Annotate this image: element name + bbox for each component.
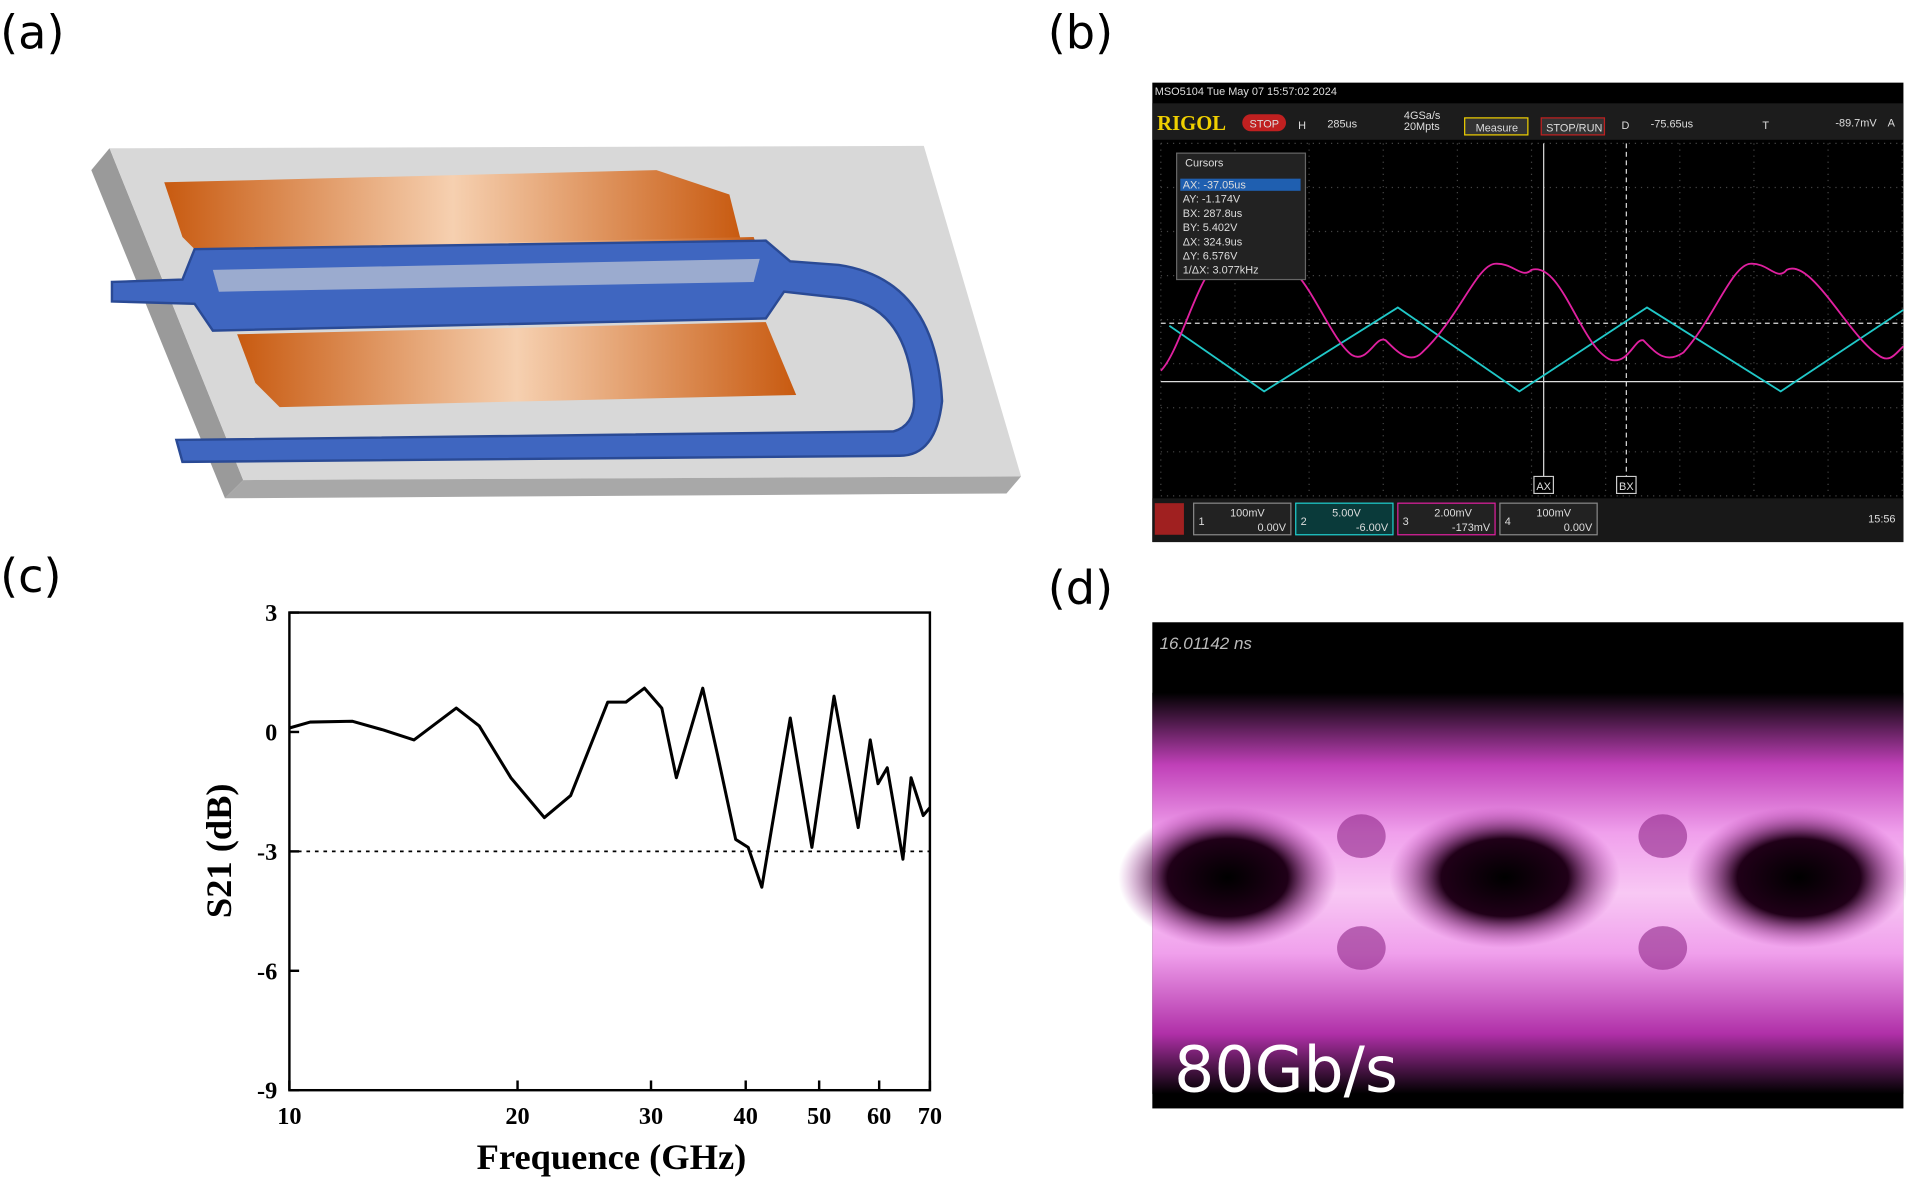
delay: -75.65us (1651, 119, 1694, 131)
eye-diagram: 16.01142 ns 80Gb/s (1118, 622, 1906, 1109)
decoration (1533, 475, 1555, 495)
data-line (288, 686, 932, 889)
panel-label: (b) (1048, 6, 1113, 60)
decoration (110, 239, 944, 464)
decoration: AX: -37.05us AY: -1.174V BX: 287.8us BY: 5.… (1183, 179, 1259, 276)
oscilloscope: MSO5104 Tue May 07 15:57:02 2024 RIGOL S… (1152, 82, 1905, 543)
decoration (1152, 82, 1904, 543)
channel-box (1499, 502, 1598, 536)
cursor-reading: BY: 5.402V (1183, 222, 1238, 234)
rate-label: 80Gb/s (1174, 1032, 1398, 1106)
decoration (1337, 814, 1386, 859)
measure-button: Measure (1476, 122, 1519, 134)
decoration (1687, 807, 1906, 948)
channel-number: 4 (1505, 516, 1511, 528)
y-tick-label: 0 (265, 719, 277, 746)
channel-number: 3 (1403, 516, 1409, 528)
clock: 15:56 (1868, 514, 1895, 526)
timebase: 285us (1327, 119, 1357, 131)
x-tick-label: 60 (867, 1103, 891, 1130)
x-tick-label: 20 (505, 1103, 529, 1130)
panel-label: (a) (0, 6, 64, 60)
x-axis-label: Frequence (GHz) (477, 1137, 747, 1177)
decoration (1154, 503, 1184, 535)
x-tick-label: 70 (918, 1103, 942, 1130)
decoration (1540, 117, 1606, 136)
decoration (1464, 117, 1529, 136)
decoration (1176, 152, 1307, 281)
decoration (164, 170, 742, 262)
y-axis-label: S21 (dB) (199, 783, 239, 918)
decoration (212, 258, 760, 292)
s21-chart: Frequence (GHz) S21 (dB) 30-3-6-910 20 30 4… (199, 600, 942, 1177)
channel-box (1397, 502, 1496, 536)
y-tick-label: 3 (265, 600, 277, 627)
device-drawing (91, 145, 1022, 499)
y-tick-label: -3 (257, 839, 277, 866)
cursor-a: AX (1536, 481, 1551, 493)
trigger-source: A (1888, 117, 1896, 129)
decoration (91, 148, 244, 499)
channel-scale: 2.00mV (1434, 508, 1472, 520)
panel-label: (d) (1048, 561, 1113, 615)
cursor-reading: BX: 287.8us (1183, 208, 1243, 220)
decoration (1242, 114, 1287, 132)
scope-grid (1160, 142, 1904, 497)
brand: RIGOL (1157, 113, 1226, 135)
cursor-reading: ΔX: 324.9us (1183, 236, 1243, 248)
decoration (1389, 807, 1621, 948)
decoration (1180, 178, 1301, 191)
timebase-label: H (1298, 120, 1306, 132)
decoration: 1 100mV 0.00V 2 5.00V -6.00V 3 2.00mV -173mV 4 100… (1193, 502, 1598, 536)
cursor-reading: 1/ΔX: 3.077kHz (1183, 265, 1259, 277)
status: STOP (1250, 119, 1280, 131)
waveform (1168, 306, 1904, 393)
decoration (237, 322, 797, 408)
channel-offset: -173mV (1452, 522, 1491, 534)
x-tick-label: 30 (639, 1103, 663, 1130)
x-tick-label: 40 (734, 1103, 758, 1130)
channel-offset: 0.00V (1564, 522, 1593, 534)
decoration (1118, 807, 1338, 948)
memory: 20Mpts (1404, 121, 1440, 133)
delay-label: D (1621, 120, 1629, 132)
x-tick-label: 50 (807, 1103, 831, 1130)
cursor-reading: AX: -37.05us (1183, 179, 1247, 191)
stop-run-button: STOP/RUN (1546, 122, 1602, 134)
trigger-level: -89.7mV (1835, 117, 1877, 129)
trigger-label: T (1762, 120, 1769, 132)
decoration (1615, 475, 1637, 495)
cursor-reading: ΔY: 6.576V (1183, 250, 1238, 262)
channel-scale: 5.00V (1332, 508, 1361, 520)
decoration (1638, 814, 1688, 859)
channel-offset: -6.00V (1356, 522, 1389, 534)
decoration (1337, 926, 1386, 970)
decoration (224, 476, 1022, 499)
decoration (1638, 926, 1688, 970)
y-tick-label: -6 (257, 958, 277, 985)
y-tick-label: -9 (257, 1078, 277, 1105)
channel-box (1295, 502, 1394, 536)
sample-rate: 4GSa/s (1404, 110, 1441, 122)
channel-offset: 0.00V (1257, 522, 1286, 534)
channel-number: 2 (1301, 516, 1307, 528)
panel-label: (c) (0, 549, 61, 603)
channel-box (1193, 502, 1292, 536)
cursor-b: BX (1619, 481, 1634, 493)
channel-scale: 100mV (1536, 508, 1571, 520)
cursors-title: Cursors (1185, 158, 1224, 170)
scope-header: MSO5104 Tue May 07 15:57:02 2024 (1155, 86, 1337, 98)
cursor-reading: AY: -1.174V (1183, 194, 1241, 206)
channel-scale: 100mV (1230, 508, 1265, 520)
timestamp: 16.01142 ns (1160, 634, 1253, 653)
channel-number: 1 (1199, 516, 1205, 528)
x-tick-label: 10 (277, 1103, 301, 1130)
